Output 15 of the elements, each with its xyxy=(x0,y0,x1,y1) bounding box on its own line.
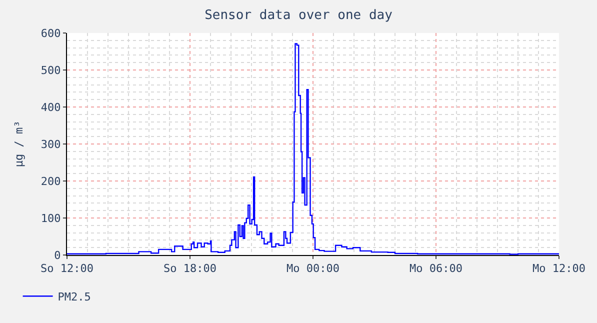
y-tick-label: 600 xyxy=(40,26,61,40)
x-tick-label: So 18:00 xyxy=(164,262,216,276)
x-tick-label: So 12:00 xyxy=(40,262,94,276)
x-tick-label: Mo 00:00 xyxy=(286,262,340,276)
legend-label: PM2.5 xyxy=(58,290,91,304)
y-axis-title: µg / m³ xyxy=(12,120,26,168)
y-tick-label: 500 xyxy=(40,64,61,77)
x-tick-label: Mo 12:00 xyxy=(532,262,586,276)
y-tick-label: 0 xyxy=(54,248,61,262)
y-tick-label: 400 xyxy=(40,100,61,114)
y-tick-label: 100 xyxy=(40,212,61,225)
y-tick-label: 300 xyxy=(40,138,61,151)
x-tick-label: Mo 06:00 xyxy=(410,262,462,276)
chart-title: Sensor data over one day xyxy=(204,8,393,23)
y-tick-label: 200 xyxy=(40,174,61,188)
